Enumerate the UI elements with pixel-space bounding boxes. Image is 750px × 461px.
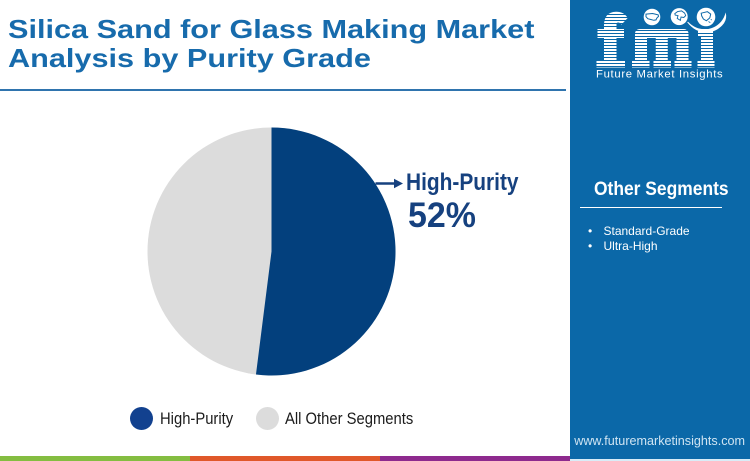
svg-text:Future Market Insights: Future Market Insights <box>596 69 723 81</box>
